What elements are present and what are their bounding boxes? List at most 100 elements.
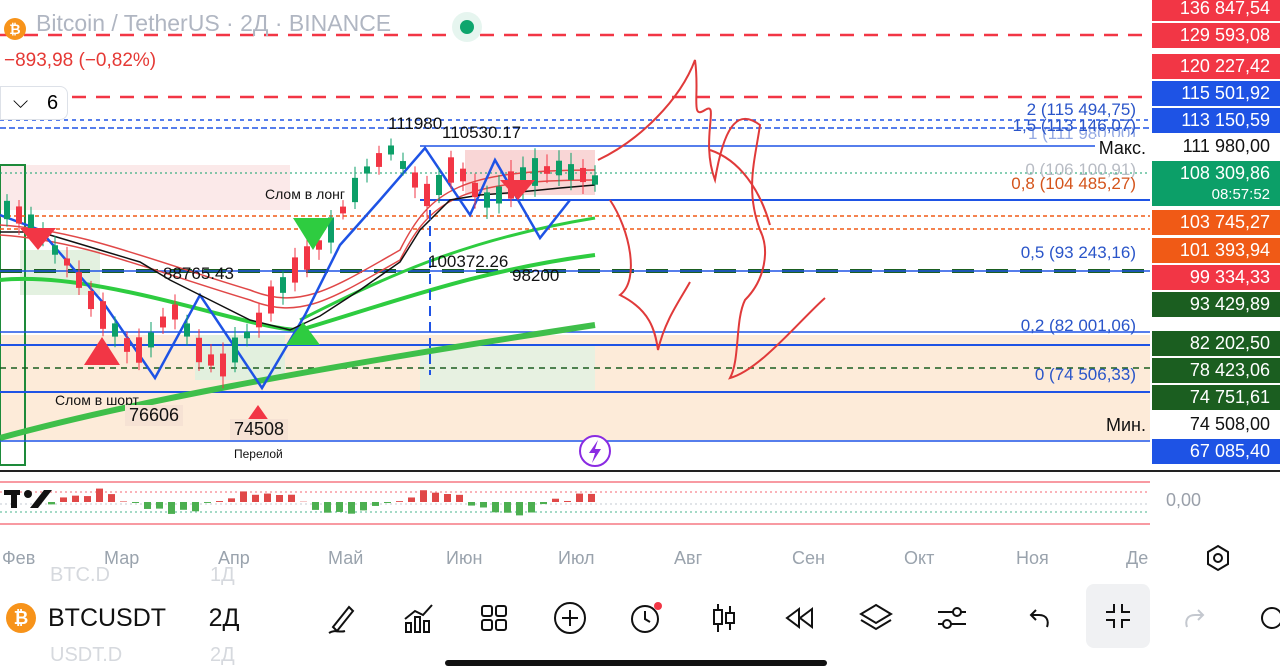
price-label: 82 202,50 bbox=[1152, 331, 1280, 356]
candle-body bbox=[124, 338, 130, 352]
interval-selector[interactable]: 2Д bbox=[196, 594, 252, 642]
oscillator-bar bbox=[480, 502, 487, 508]
candle-body bbox=[532, 158, 538, 186]
price-axis[interactable]: 136 847,54 129 593,08 120 227,42 115 501,92… bbox=[1150, 0, 1280, 470]
candle-body bbox=[64, 258, 70, 266]
brush-button[interactable] bbox=[318, 594, 366, 642]
candle-body bbox=[172, 304, 178, 320]
candle-body bbox=[568, 164, 574, 180]
candle-body bbox=[136, 337, 142, 363]
oscillator-bar bbox=[468, 502, 475, 506]
price-label: 113 150,59 bbox=[1152, 108, 1280, 133]
price-label: 136 847,54 bbox=[1152, 0, 1280, 21]
ghost-interval-bottom: 2Д bbox=[210, 644, 235, 666]
indicators-icon bbox=[404, 604, 433, 633]
redo-button[interactable] bbox=[1170, 594, 1218, 642]
oscillator-bar bbox=[120, 501, 127, 502]
market-status-icon[interactable] bbox=[452, 12, 482, 42]
chart-canvas[interactable] bbox=[0, 0, 1150, 470]
oscillator-bar bbox=[72, 495, 79, 502]
oscillator-canvas bbox=[0, 481, 1150, 525]
oscillator-bar bbox=[396, 501, 403, 502]
tradingview-logo bbox=[4, 490, 52, 508]
annotation-break-long: Слом в лонг bbox=[265, 186, 346, 202]
red-zone-left bbox=[0, 165, 290, 210]
annotation-break-short: Слом в шорт bbox=[55, 392, 139, 408]
candle-body bbox=[268, 286, 274, 314]
buy-signal-marker bbox=[84, 337, 120, 365]
ma-red bbox=[0, 169, 596, 299]
price-label: 101 393,94 bbox=[1152, 238, 1280, 263]
more-button[interactable] bbox=[1250, 594, 1280, 642]
oscillator-bar bbox=[564, 500, 571, 502]
candle-body bbox=[352, 177, 358, 203]
candle-body bbox=[376, 153, 382, 167]
price-label: 93 429,89 bbox=[1152, 292, 1280, 317]
fib-label: 1,5 (113 146,07) bbox=[1012, 116, 1137, 135]
candle-body bbox=[388, 145, 394, 155]
price-label: 111 980,00 bbox=[1152, 134, 1280, 159]
candle-body bbox=[340, 206, 346, 214]
candle-body bbox=[304, 246, 310, 270]
collapse-button[interactable] bbox=[1086, 584, 1150, 648]
alert-icon bbox=[631, 602, 662, 633]
candle-body bbox=[580, 167, 586, 183]
price-label: 99 334,33 bbox=[1152, 265, 1280, 290]
ghost-symbol-top: BTC.D bbox=[50, 564, 110, 586]
oscillator-bar bbox=[372, 502, 379, 506]
oscillator-bar bbox=[204, 502, 211, 503]
candle-body bbox=[4, 200, 10, 220]
bottom-toolbar: BTC.D 1Д USDT.D 2Д ₿ BTCUSDT 2Д bbox=[0, 564, 1280, 670]
oscillator-bar bbox=[444, 494, 451, 502]
add-button[interactable] bbox=[546, 594, 594, 642]
oscillator-bar bbox=[60, 497, 67, 502]
indicator-count: 6 bbox=[47, 92, 59, 114]
oscillator-bar bbox=[192, 502, 199, 512]
price-label: 67 085,40 bbox=[1152, 439, 1280, 464]
oscillator-bar bbox=[240, 491, 247, 502]
candle-body bbox=[472, 182, 478, 198]
candles-icon bbox=[713, 604, 735, 632]
oscillator-bar bbox=[336, 502, 343, 512]
chart-title[interactable]: Bitcoin / TetherUS · 2Д · BINANCE bbox=[36, 10, 392, 36]
oscillator-bar bbox=[516, 502, 523, 516]
candles-button[interactable] bbox=[700, 594, 748, 642]
candle-body bbox=[184, 323, 190, 337]
ma-short bbox=[299, 216, 596, 322]
oscillator-bar bbox=[528, 502, 535, 513]
undo-button[interactable] bbox=[1016, 594, 1064, 642]
oscillator-bar bbox=[432, 492, 439, 502]
settings-button[interactable] bbox=[928, 594, 976, 642]
oscillator-bar bbox=[96, 488, 103, 502]
hand-drawing bbox=[609, 199, 691, 351]
chart-settings-icon[interactable] bbox=[1204, 544, 1232, 572]
symbol-selector[interactable]: ₿ BTCUSDT bbox=[6, 594, 176, 642]
candle-body bbox=[592, 175, 598, 185]
oscillator-bar bbox=[360, 502, 367, 511]
candle-body bbox=[328, 217, 334, 243]
month-label: Окт bbox=[904, 548, 935, 568]
zigzag-line bbox=[0, 145, 571, 391]
oscillator-bar bbox=[312, 502, 319, 510]
lightning-icon[interactable] bbox=[579, 435, 611, 467]
oscillator-bar bbox=[408, 497, 415, 502]
price-label: 108 309,86 bbox=[1152, 161, 1280, 186]
annotation-level2: 100372.26 bbox=[428, 252, 509, 271]
chart-area[interactable]: ₿ Bitcoin / TetherUS · 2Д · BINANCE −893… bbox=[0, 0, 1150, 470]
indicators-button[interactable] bbox=[394, 594, 442, 642]
candle-body bbox=[544, 166, 550, 174]
candle-body bbox=[400, 161, 406, 169]
oscillator-pane[interactable] bbox=[0, 470, 1280, 532]
candle-body bbox=[256, 312, 262, 328]
vertical-green-line bbox=[0, 164, 26, 466]
layouts-button[interactable] bbox=[470, 594, 518, 642]
alert-button[interactable] bbox=[622, 594, 670, 642]
month-label: Де bbox=[1126, 548, 1149, 568]
oscillator-bar bbox=[492, 502, 499, 513]
replay-button[interactable] bbox=[776, 594, 824, 642]
time-axis[interactable]: Фев Мар Апр Май Июн Июл Авг Сен Окт Ноя … bbox=[0, 540, 1150, 576]
oscillator-value: 0,00 bbox=[1166, 490, 1202, 510]
candles bbox=[4, 138, 598, 389]
layers-button[interactable] bbox=[852, 594, 900, 642]
indicators-legend-toggle[interactable]: ⌵ 6 bbox=[0, 86, 68, 120]
